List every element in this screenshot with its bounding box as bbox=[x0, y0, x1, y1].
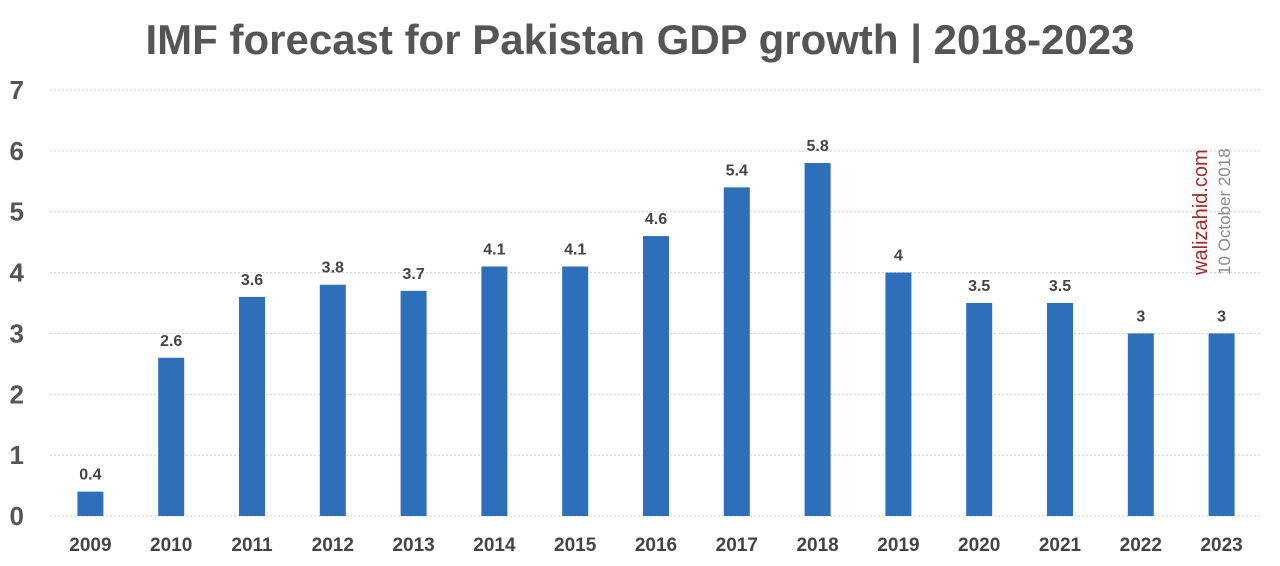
x-tick-label: 2019 bbox=[877, 535, 919, 556]
bar-2022 bbox=[1127, 333, 1154, 516]
data-label-2022: 3 bbox=[1136, 308, 1145, 325]
x-tick-label: 2016 bbox=[635, 535, 677, 556]
y-tick-label: 5 bbox=[10, 197, 24, 227]
data-labels: 0.4 2.6 3.6 3.8 3.7 4.1 4.1 4.6 5.4 5.8 4 3.5 3.5 3 3 bbox=[79, 138, 1226, 484]
y-axis-ticks: 0 1 2 3 4 5 6 7 bbox=[10, 75, 25, 531]
bar-2019 bbox=[885, 272, 912, 516]
data-label-2023: 3 bbox=[1217, 308, 1226, 325]
bar-2015 bbox=[562, 266, 589, 516]
data-label-2017: 5.4 bbox=[726, 162, 748, 179]
bar-2016 bbox=[643, 236, 669, 517]
chart-title: IMF forecast for Pakistan GDP growth | 2… bbox=[146, 16, 1135, 64]
bar-2011 bbox=[239, 296, 265, 516]
bar-2020 bbox=[966, 303, 993, 516]
data-label-2013: 3.7 bbox=[402, 266, 424, 283]
x-tick-label: 2020 bbox=[958, 535, 1000, 556]
y-tick-label: 4 bbox=[10, 258, 25, 288]
watermark-date-group: 10 October 2018 bbox=[1215, 148, 1234, 275]
data-label-2011: 3.6 bbox=[241, 272, 263, 289]
y-tick-label: 3 bbox=[10, 318, 24, 348]
watermark-site: walizahid.com bbox=[1190, 149, 1212, 276]
x-tick-label: 2010 bbox=[150, 535, 192, 556]
x-tick-label: 2017 bbox=[716, 535, 758, 556]
y-tick-label: 2 bbox=[10, 379, 24, 409]
bar-2023 bbox=[1208, 333, 1235, 516]
x-tick-label: 2023 bbox=[1200, 535, 1242, 556]
y-tick-label: 0 bbox=[10, 501, 24, 531]
x-tick-label: 2013 bbox=[392, 535, 434, 556]
x-tick-label: 2021 bbox=[1039, 535, 1082, 556]
x-tick-label: 2018 bbox=[796, 535, 838, 556]
bar-2012 bbox=[319, 284, 346, 516]
watermark: walizahid.com bbox=[1190, 149, 1212, 276]
data-label-2019: 4 bbox=[894, 248, 903, 265]
x-tick-label: 2009 bbox=[69, 535, 111, 556]
bars bbox=[77, 163, 1235, 517]
data-label-2016: 4.6 bbox=[645, 211, 667, 228]
data-label-2018: 5.8 bbox=[806, 138, 828, 155]
x-tick-label: 2014 bbox=[473, 535, 516, 556]
x-tick-label: 2011 bbox=[231, 535, 273, 556]
data-label-2009: 0.4 bbox=[79, 467, 101, 484]
data-label-2012: 3.8 bbox=[322, 260, 344, 277]
bar-2009 bbox=[77, 491, 104, 516]
data-label-2020: 3.5 bbox=[968, 278, 990, 295]
data-label-2010: 2.6 bbox=[160, 333, 182, 350]
data-label-2014: 4.1 bbox=[483, 241, 505, 258]
x-tick-label: 2012 bbox=[312, 535, 354, 556]
bar-2021 bbox=[1047, 303, 1073, 516]
bar-2010 bbox=[158, 357, 185, 516]
bar-2018 bbox=[804, 163, 831, 516]
data-label-2021: 3.5 bbox=[1049, 278, 1071, 295]
bar-2014 bbox=[481, 266, 508, 516]
bar-2013 bbox=[400, 290, 427, 516]
data-label-2015: 4.1 bbox=[564, 241, 586, 258]
x-tick-label: 2022 bbox=[1120, 535, 1162, 556]
y-tick-label: 7 bbox=[10, 75, 24, 105]
y-tick-label: 1 bbox=[10, 440, 24, 470]
watermark-date: 10 October 2018 bbox=[1215, 148, 1234, 275]
y-tick-label: 6 bbox=[10, 136, 24, 166]
x-axis-ticks: 2009 2010 2011 2012 2013 2014 2015 2016 2017 2018… bbox=[69, 535, 1242, 556]
bar-2017 bbox=[723, 187, 750, 516]
x-tick-label: 2015 bbox=[554, 535, 597, 556]
